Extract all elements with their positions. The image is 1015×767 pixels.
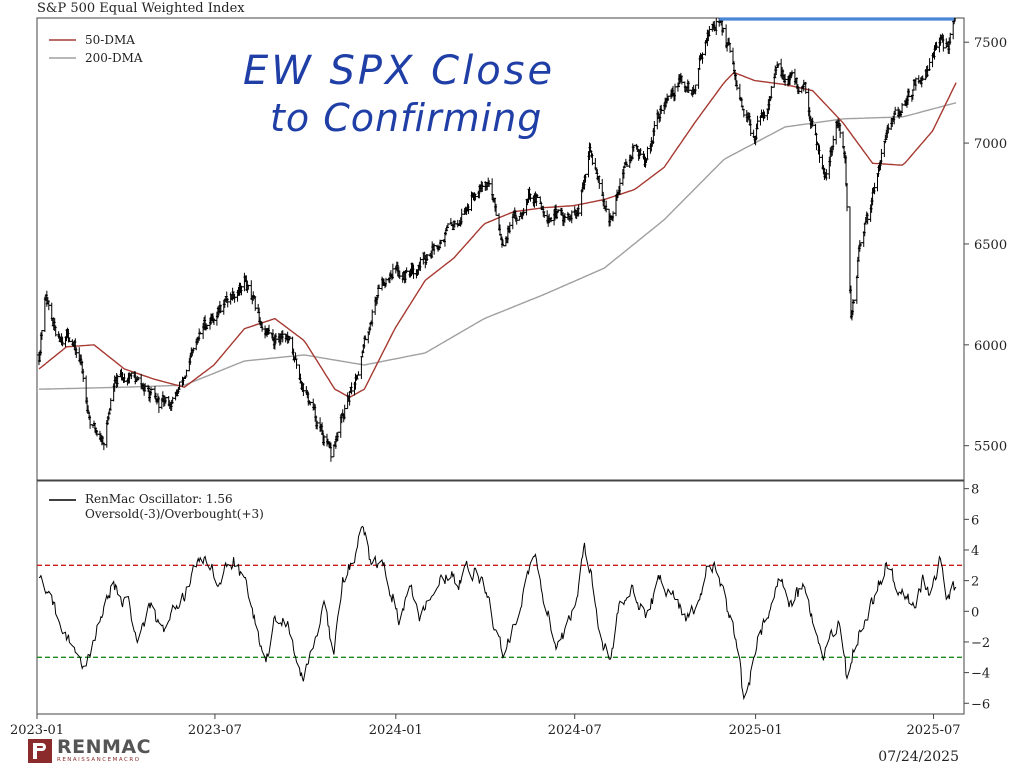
osc-y-tick-label: −6	[971, 697, 990, 712]
osc-y-tick-label: −2	[971, 636, 990, 651]
x-tick-label: 2023-01	[10, 723, 64, 738]
legend-label-dma50: 50-DMA	[85, 33, 135, 47]
price-y-tick-label: 7000	[974, 137, 1007, 152]
oscillator-line	[38, 525, 957, 701]
handwritten-annotation-line1: EW SPX Close	[243, 48, 555, 94]
x-tick-label: 2024-01	[369, 723, 423, 738]
brand-subtitle: RENAISSANCEMACRO	[57, 757, 141, 763]
oscillator-panel-frame	[36, 480, 965, 715]
oscillator-legend: RenMac Oscillator: 1.56Oversold(-3)/Over…	[49, 492, 264, 521]
x-tick-label: 2024-07	[548, 723, 602, 738]
price-y-tick-label: 5500	[974, 440, 1007, 455]
price-plot-area	[37, 18, 957, 462]
x-tick-label: 2023-07	[188, 723, 242, 738]
osc-y-tick-label: 4	[971, 544, 979, 559]
price-y-tick-label: 7500	[974, 36, 1007, 51]
price-legend: 50-DMA 200-DMA	[49, 33, 143, 65]
x-tick-label: 2025-07	[907, 723, 961, 738]
renmac-logo: RENMAC RENAISSANCEMACRO	[28, 738, 151, 764]
report-date: 07/24/2025	[878, 749, 959, 765]
handwritten-annotation-line2: to Confirming	[270, 96, 542, 140]
price-y-tick-label: 6000	[974, 339, 1007, 354]
x-tick-label: 2025-01	[729, 723, 783, 738]
price-bars	[37, 18, 956, 462]
price-y-tick-label: 6500	[974, 238, 1007, 253]
osc-y-tick-label: 6	[971, 513, 979, 528]
x-axis: 2023-01 2023-07 2024-01 2024-07 2025-01 2025-…	[10, 714, 961, 738]
osc-y-tick-label: 2	[971, 575, 979, 590]
oscillator-panel: −6 −4 −2 0 2 4 6 8 RenMac Oscillator: 1.56Overso…	[36, 480, 990, 715]
legend-label-dma200: 200-DMA	[85, 51, 143, 65]
chart-title: S&P 500 Equal Weighted Index	[37, 1, 245, 16]
osc-y-tick-label: 8	[971, 483, 979, 498]
legend-label-oscillator: RenMac Oscillator: 1.56	[85, 492, 233, 506]
oscillator-plot-area	[37, 525, 964, 701]
legend-label-thresholds: Oversold(-3)/Overbought(+3)	[85, 507, 264, 521]
osc-y-tick-label: −4	[971, 667, 990, 682]
osc-y-tick-label: 0	[971, 605, 979, 620]
renmac-logo-icon	[28, 738, 52, 763]
price-panel-frame	[36, 17, 965, 481]
brand-name: RENMAC	[57, 736, 152, 758]
